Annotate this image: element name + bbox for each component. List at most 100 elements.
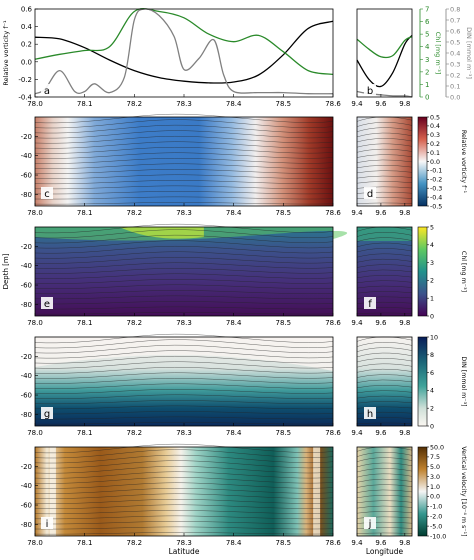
isopycnal-contour bbox=[356, 478, 413, 483]
colorbar-g bbox=[417, 336, 428, 427]
isopycnal-contour bbox=[356, 452, 413, 457]
lat-tick-label: 78.2 bbox=[127, 100, 143, 108]
depth-tick-label: -40 bbox=[21, 152, 32, 160]
isopycnal-contour bbox=[34, 532, 334, 535]
panel-h-frame bbox=[356, 336, 413, 427]
isopycnal-contour bbox=[34, 284, 334, 289]
isopycnal-contour bbox=[34, 290, 334, 295]
isopycnal-contour bbox=[34, 306, 334, 310]
colorbar-tick-label: 0.0 bbox=[430, 159, 440, 166]
colorbar-tick-label: 0.3 bbox=[430, 132, 440, 139]
isopycnal-contour bbox=[356, 197, 413, 199]
colorbar-tick-label: -1.0 bbox=[430, 504, 442, 511]
panel-a-frame bbox=[34, 8, 334, 98]
isopycnal-contour bbox=[356, 307, 413, 309]
isopycnal-contour bbox=[34, 466, 334, 474]
heatmap-e bbox=[35, 227, 333, 316]
lon-tick-label: 9.8 bbox=[399, 319, 410, 327]
x-axis-label-latitude: Latitude bbox=[169, 547, 200, 556]
colorbar-tick-label: 50.0 bbox=[430, 444, 444, 451]
lat-tick-label: 78.3 bbox=[176, 539, 192, 547]
colorbar-tick-label: 4 bbox=[430, 242, 434, 249]
isopycnal-contour bbox=[356, 505, 413, 509]
isopycnal-contour bbox=[34, 482, 334, 489]
colorbar-tick-label: 0.1 bbox=[430, 150, 440, 157]
chl-tick-label: 0 bbox=[425, 94, 429, 102]
din-tick-label: 0.1 bbox=[450, 83, 460, 91]
lat-tick-label: 78.0 bbox=[27, 539, 43, 547]
isopycnal-contour bbox=[34, 350, 334, 359]
isopycnal-contour bbox=[34, 180, 334, 185]
lon-tick-label: 9.4 bbox=[351, 319, 363, 327]
chl-tick-label: 3 bbox=[425, 56, 429, 64]
isopycnal-contour bbox=[34, 389, 334, 394]
vort-tick-label: -0.4 bbox=[18, 94, 32, 102]
colorbar-tick-label: 2 bbox=[430, 406, 434, 413]
isopycnal-contour bbox=[356, 242, 413, 248]
panel-letter: b bbox=[367, 86, 373, 97]
isopycnal-contour bbox=[34, 411, 334, 415]
isopycnal-contour bbox=[356, 489, 413, 493]
lat-tick-label: 78.4 bbox=[226, 209, 242, 217]
lat-tick-label: 78.2 bbox=[127, 539, 143, 547]
vv-white-band bbox=[313, 447, 321, 536]
isopycnal-contour bbox=[356, 237, 413, 242]
isopycnal-contour bbox=[34, 234, 334, 244]
isopycnal-contour bbox=[356, 191, 413, 194]
isopycnal-contour bbox=[34, 504, 334, 509]
depth-tick-label: -40 bbox=[21, 372, 32, 380]
panel-letter: d bbox=[367, 189, 373, 200]
colorbar-tick-label: -0.5 bbox=[430, 203, 442, 210]
isopycnal-contour bbox=[34, 268, 334, 274]
lat-tick-label: 78.1 bbox=[77, 100, 93, 108]
lat-tick-label: 78.0 bbox=[27, 319, 43, 327]
lat-tick-label: 78.2 bbox=[127, 209, 143, 217]
line-series-a-2 bbox=[34, 8, 334, 95]
colorbar-label: Relative vorticity f⁻¹ bbox=[460, 130, 467, 194]
isopycnal-contour bbox=[356, 291, 413, 294]
isopycnal-contour bbox=[34, 295, 334, 300]
depth-tick-label: -60 bbox=[21, 392, 32, 400]
heatmap-i bbox=[35, 447, 333, 536]
lon-tick-label: 9.6 bbox=[375, 100, 387, 108]
isopycnal-contour bbox=[356, 473, 413, 478]
panel-letter: a bbox=[44, 86, 50, 97]
line-series-b-1 bbox=[356, 36, 413, 59]
x-axis-label-longitude: Longitude bbox=[366, 547, 404, 556]
lat-tick-label: 78.5 bbox=[276, 100, 292, 108]
isopycnal-contour bbox=[34, 422, 334, 425]
panel-letter: f bbox=[368, 299, 372, 310]
lat-tick-label: 78.5 bbox=[276, 539, 292, 547]
depth-tick-label: -20 bbox=[21, 463, 32, 471]
isopycnal-contour bbox=[34, 163, 334, 169]
isopycnal-contour bbox=[356, 495, 413, 499]
lon-tick-label: 9.8 bbox=[399, 539, 410, 547]
panel-letter-bg bbox=[364, 297, 376, 309]
isopycnal-contour bbox=[356, 127, 413, 132]
isopycnal-contour bbox=[356, 417, 413, 419]
isopycnal-contour bbox=[356, 401, 413, 404]
isopycnal-contour bbox=[34, 449, 334, 459]
din-depleted-layer bbox=[35, 337, 333, 371]
colorbar-tick-label: 1.0 bbox=[430, 484, 440, 491]
panel-letter-bg bbox=[364, 407, 376, 419]
isopycnal-contour bbox=[34, 460, 334, 469]
depth-tick-label: -40 bbox=[21, 482, 32, 490]
din-tick-label: 0.4 bbox=[450, 50, 460, 58]
lat-tick-label: 78.3 bbox=[176, 100, 192, 108]
panel-j-frame bbox=[356, 446, 413, 537]
din-tick-label: 0.0 bbox=[450, 94, 460, 102]
lat-tick-label: 78.4 bbox=[226, 429, 242, 437]
lat-tick-label: 78.6 bbox=[325, 319, 341, 327]
isopycnal-contour bbox=[356, 122, 413, 127]
colorbar-tick-label: 8 bbox=[430, 352, 434, 359]
vort-tick-label: 0.4 bbox=[21, 23, 33, 31]
isopycnal-contour bbox=[34, 119, 334, 129]
isopycnal-contour bbox=[34, 124, 334, 134]
lat-tick-label: 78.4 bbox=[226, 100, 242, 108]
panel-letter-bg bbox=[41, 407, 53, 419]
lon-tick-label: 9.6 bbox=[375, 319, 387, 327]
isopycnal-contour bbox=[34, 521, 334, 525]
colorbar-tick-label: 5 bbox=[430, 224, 434, 231]
